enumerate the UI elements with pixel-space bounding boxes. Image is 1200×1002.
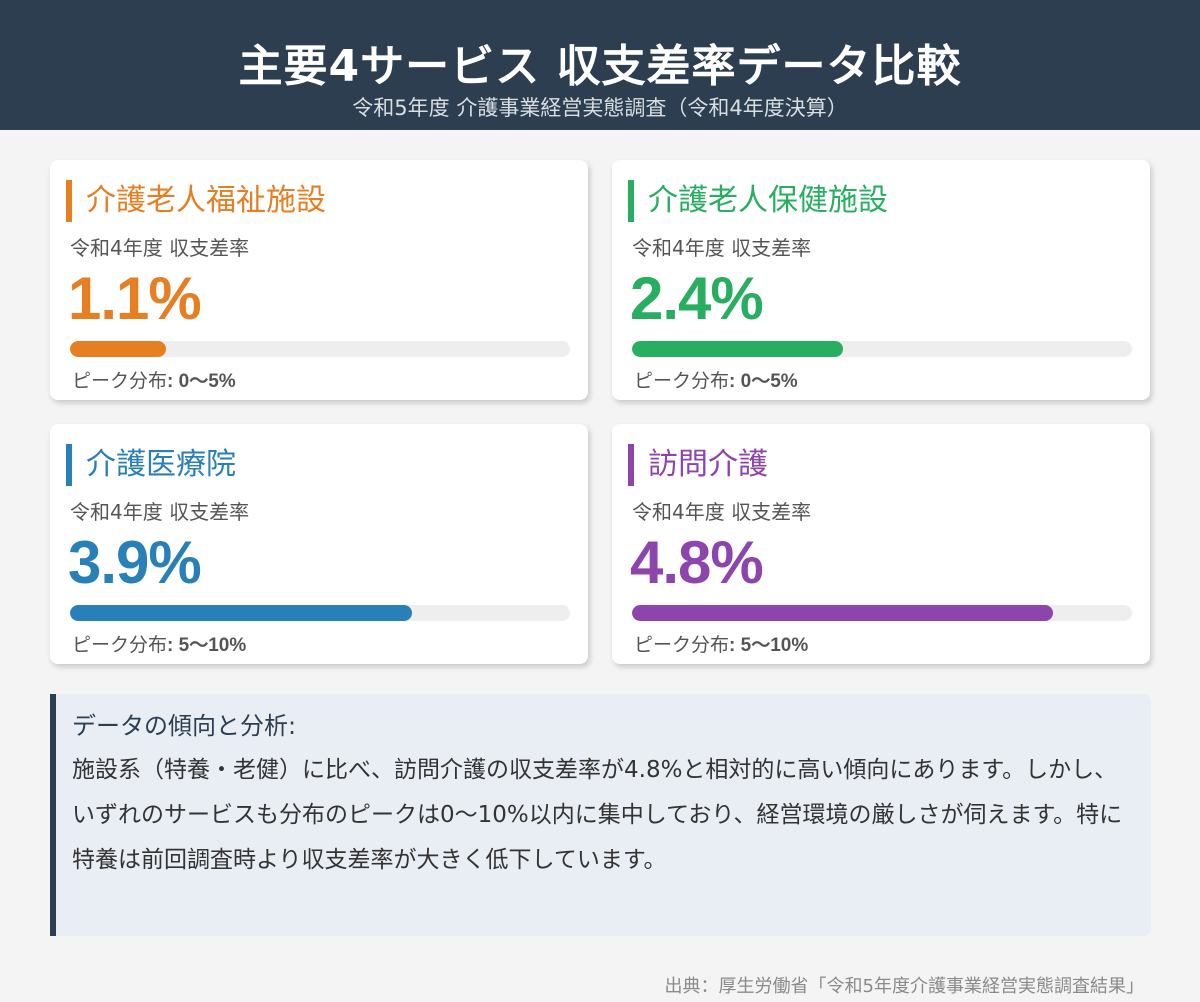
peak-range: : 0〜5% <box>167 371 236 392</box>
peak-label: ピーク分布 <box>72 634 168 656</box>
page-title: 主要4サービス 収支差率データ比較 <box>238 41 962 92</box>
rate-label: 令和4年度 収支差率 <box>70 500 250 524</box>
service-card: 訪問介護 令和4年度 収支差率 4.8% ピーク分布: 5〜10% <box>612 424 1150 664</box>
rate-bar-fill <box>632 341 843 357</box>
peak-range: : 5〜10% <box>167 635 247 656</box>
rate-label: 令和4年度 収支差率 <box>70 236 250 260</box>
analysis-body: 施設系（特養・老健）に比べ、訪問介護の収支差率が4.8%と相対的に高い傾向にあり… <box>72 757 1123 873</box>
rate-label: 令和4年度 収支差率 <box>632 236 812 260</box>
rate-value: 3.9% <box>68 529 202 596</box>
service-name: 介護老人福祉施設 <box>66 180 326 222</box>
rate-bar-track <box>632 341 1132 357</box>
peak-range: : 5〜10% <box>729 635 809 656</box>
peak-label: ピーク分布 <box>72 370 168 392</box>
rate-bar-fill <box>70 341 167 357</box>
rate-value: 4.8% <box>630 529 764 596</box>
rate-bar-track <box>70 605 570 621</box>
peak-distribution: ピーク分布: 5〜10% <box>634 630 808 657</box>
service-name: 訪問介護 <box>628 444 768 486</box>
service-card: 介護老人福祉施設 令和4年度 収支差率 1.1% ピーク分布: 0〜5% <box>50 160 588 400</box>
service-name: 介護医療院 <box>66 444 236 486</box>
source-note: 出典：厚生労働省「令和5年度介護事業経営実態調査結果」 <box>664 976 1144 997</box>
rate-bar-fill <box>70 605 413 621</box>
peak-label: ピーク分布 <box>634 634 730 656</box>
rate-bar-track <box>632 605 1132 621</box>
analysis-title: データの傾向と分析: <box>72 712 297 740</box>
rate-value: 2.4% <box>630 265 764 332</box>
analysis-box: データの傾向と分析: 施設系（特養・老健）に比べ、訪問介護の収支差率が4.8%と… <box>50 694 1151 936</box>
peak-distribution: ピーク分布: 0〜5% <box>72 366 236 393</box>
service-card: 介護老人保健施設 令和4年度 収支差率 2.4% ピーク分布: 0〜5% <box>612 160 1150 400</box>
service-card: 介護医療院 令和4年度 収支差率 3.9% ピーク分布: 5〜10% <box>50 424 588 664</box>
header: 主要4サービス 収支差率データ比較 令和5年度 介護事業経営実態調査（令和4年度… <box>0 0 1200 130</box>
rate-bar-fill <box>632 605 1054 621</box>
peak-range: : 0〜5% <box>729 371 798 392</box>
page-subtitle: 令和5年度 介護事業経営実態調査（令和4年度決算） <box>352 96 848 120</box>
service-name: 介護老人保健施設 <box>628 180 888 222</box>
rate-label: 令和4年度 収支差率 <box>632 500 812 524</box>
rate-value: 1.1% <box>68 265 202 332</box>
peak-distribution: ピーク分布: 0〜5% <box>634 366 798 393</box>
peak-label: ピーク分布 <box>634 370 730 392</box>
rate-bar-track <box>70 341 570 357</box>
peak-distribution: ピーク分布: 5〜10% <box>72 630 246 657</box>
